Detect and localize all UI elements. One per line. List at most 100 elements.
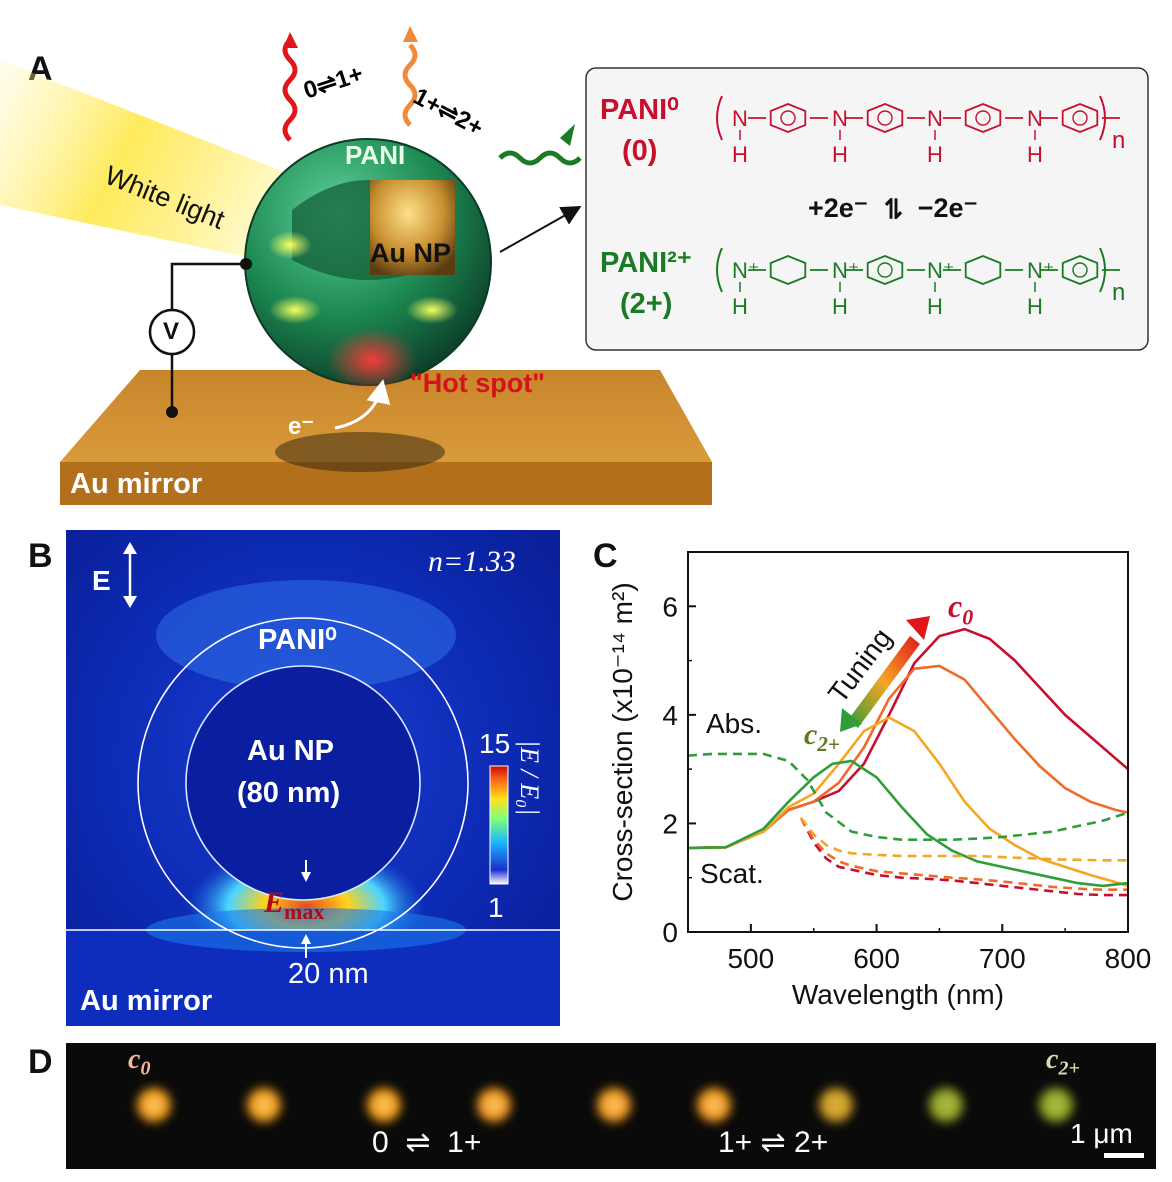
pani-shell-outline: [137, 617, 469, 949]
c0-subscript: 0: [962, 604, 974, 630]
pani0-state: (0): [622, 135, 658, 167]
scale-bar: [1104, 1153, 1144, 1158]
pani0-chain-hydrogen: H: [732, 142, 748, 167]
pani0-chain-nitrogen: N: [1027, 106, 1043, 131]
particle-core-7: [938, 1097, 954, 1113]
au-np-size-label: (80 nm): [237, 777, 341, 809]
particle-series: [137, 1088, 1073, 1122]
scattering-curve-1: [687, 664, 1129, 850]
c0-label: c0: [948, 588, 973, 630]
particle-core-8: [1048, 1097, 1064, 1113]
panel-d-label: D: [28, 1043, 53, 1081]
absorption-curve-4: [799, 817, 1128, 897]
pani0-name: PANI⁰: [600, 94, 679, 126]
strip-start-subscript: 0: [140, 1057, 151, 1080]
au-np-b-label: Au NP: [247, 735, 334, 767]
pani0-chain-bracket-left: [716, 95, 723, 141]
particle-core-1: [256, 1097, 272, 1113]
c2-symbol: c: [804, 718, 818, 751]
cross-section-chart: 500 600 700 800 0 2 4 6 Wavelength (nm) Cross-sec…: [607, 551, 1152, 1010]
pointer-arrow: [499, 206, 582, 253]
pani2-state: (2+): [620, 288, 673, 320]
tuning-arrow-shaft: [848, 636, 920, 728]
colorbar-min-label: 1: [488, 892, 504, 923]
pani0-chain-ring: [866, 103, 904, 133]
pani0-chain-nitrogen: N: [927, 106, 943, 131]
oxidation-label: −2e⁻: [917, 193, 978, 223]
au-np-label: Au NP: [370, 238, 451, 268]
pani0-chain-hydrogen: H: [832, 142, 848, 167]
pani2-chain-hydrogen: H: [1027, 294, 1043, 319]
voltmeter-label: V: [163, 318, 180, 345]
electron-transfer-arrow: [334, 379, 391, 430]
pani0-shell-label: PANI⁰: [258, 624, 337, 656]
scattering-curve-3: [687, 759, 1129, 888]
c2-label: c2+: [804, 718, 840, 757]
x-axis-label: Wavelength (nm): [792, 979, 1004, 1010]
colorbar-max-label: 15: [479, 728, 511, 759]
particle-core-6: [828, 1097, 844, 1113]
au-np-outline: [185, 665, 421, 901]
x-tick-label: 700: [979, 943, 1026, 974]
au-np-core: [370, 180, 455, 275]
plot-frame: [687, 551, 1129, 933]
strip-transition-1: 0 ⇌ 1+: [372, 1126, 482, 1159]
dark-field-strip: [66, 1043, 1156, 1169]
x-tick-label: 500: [727, 943, 774, 974]
strip-start-symbol: c: [128, 1044, 141, 1075]
pani2-chain-ring-aromatic: [877, 262, 893, 278]
hot-spot-label: "Hot spot": [410, 368, 546, 398]
y-tick-label: 0: [662, 917, 678, 948]
pani2-name: PANI²⁺: [600, 247, 693, 279]
chart-series-group: [687, 627, 1129, 897]
e-field-label: E: [92, 565, 111, 596]
au-mirror-surface: [60, 370, 712, 462]
reduction-label: +2e⁻: [808, 193, 869, 223]
pani0-chain-ring-aromatic: [780, 110, 796, 126]
pani0-chain-n-subscript: n: [1112, 127, 1125, 154]
absorption-curve-7: [687, 752, 1129, 841]
panel-c-label: C: [593, 537, 618, 575]
pani2-chain-n-subscript: n: [1112, 279, 1125, 306]
c2-subscript: 2+: [817, 732, 840, 756]
pani-structure-box: [585, 67, 1149, 351]
red-emission-wave: [282, 38, 298, 142]
strip-end-label: c2+: [1046, 1044, 1080, 1081]
particle-core-5: [706, 1097, 722, 1113]
circuit-wire-top: [170, 262, 246, 310]
panel-a-illustration: [0, 26, 1149, 505]
particle-core-0: [146, 1097, 162, 1113]
e-max-label: Emax: [264, 886, 324, 925]
e-max-symbol: E: [264, 886, 285, 919]
pani2-chain-ring-aromatic: [1072, 262, 1088, 278]
redox-equation: +2e⁻ ⇌ −2e⁻: [808, 193, 978, 224]
tuning-arrow-head-up: [906, 616, 930, 640]
au-mirror-side: [60, 462, 712, 505]
y-tick-label: 2: [662, 808, 678, 839]
colorbar: [489, 765, 509, 885]
strip-start-label: c0: [128, 1044, 150, 1081]
white-light-beam: [0, 60, 305, 265]
pani0-chain-ring-aromatic: [1072, 110, 1088, 126]
absorption-curve-6: [800, 817, 1128, 862]
pani0-chain-ring: [1061, 103, 1099, 133]
strip-transition-2: 1+ ⇌ 2+: [718, 1126, 829, 1159]
particle-core-4: [606, 1097, 622, 1113]
scattering-curve-2: [687, 716, 1129, 888]
x-tick-label: 800: [1105, 943, 1152, 974]
hot-spot-glow: [327, 328, 417, 392]
green-emission-wave: [498, 150, 582, 166]
abs-label: Abs.: [706, 708, 763, 739]
pani2-chain-ring: [1061, 255, 1099, 285]
field-map: [66, 530, 560, 1026]
gap-size-label: 20 nm: [288, 958, 369, 990]
scat-label: Scat.: [700, 858, 764, 889]
y-axis-label: Cross-section (x10⁻¹⁴ m²): [607, 582, 638, 901]
pani2-chain-ring: [964, 255, 1002, 285]
pani0-chain-hydrogen: H: [1027, 142, 1043, 167]
pani2-chain: nN⁺HN⁺HN⁺HN⁺H: [716, 247, 1125, 319]
pani0-chain-hydrogen: H: [927, 142, 943, 167]
e-max-subscript: max: [284, 899, 325, 924]
